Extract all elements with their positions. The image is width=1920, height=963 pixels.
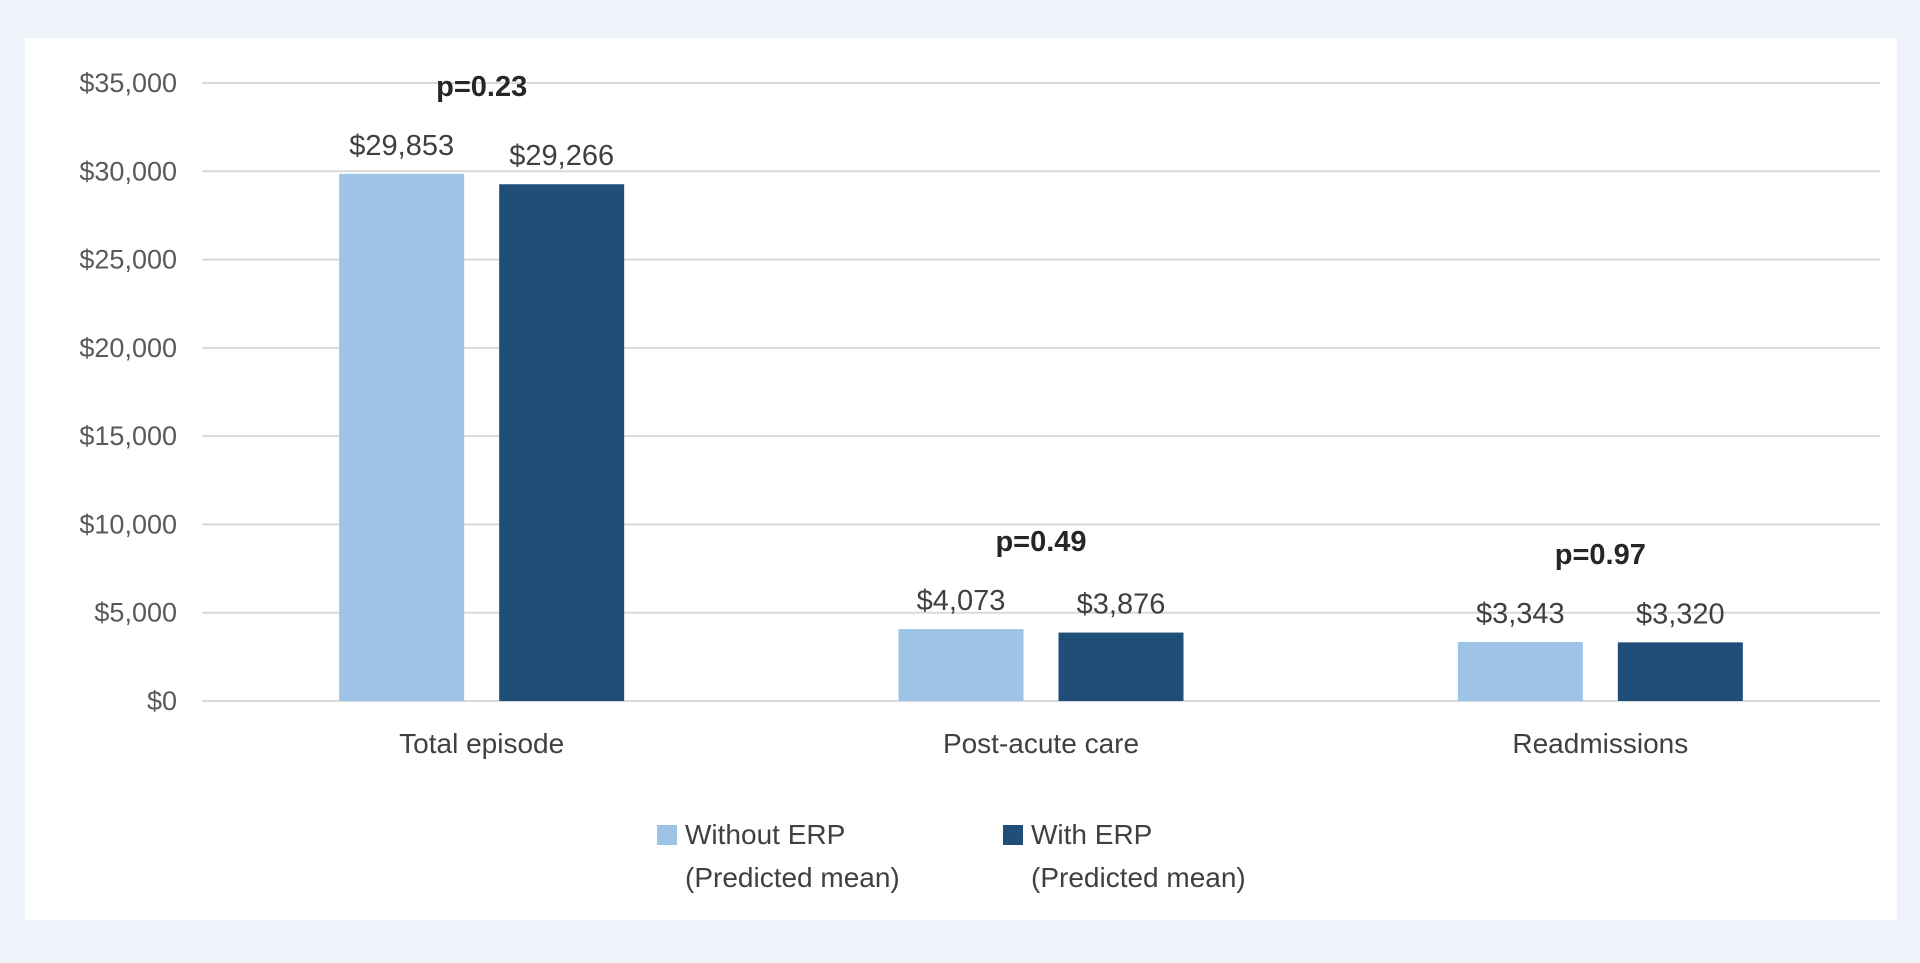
p-value-annotation: p=0.49 bbox=[995, 526, 1086, 558]
legend: Without ERP (Predicted mean) With ERP (Pred… bbox=[657, 819, 1246, 893]
bar-without-erp-0 bbox=[339, 173, 465, 701]
data-label: $29,266 bbox=[509, 140, 614, 172]
legend-swatch bbox=[1003, 825, 1023, 845]
data-label: $3,876 bbox=[1077, 589, 1166, 621]
y-tick-label: $10,000 bbox=[79, 509, 177, 539]
p-value-annotation: p=0.23 bbox=[436, 71, 527, 103]
category-label: Post-acute care bbox=[943, 728, 1139, 759]
data-labels: $29,853 $29,266 $4,073 $3,876 $3,343 $3,320 bbox=[349, 130, 1724, 630]
bar-with-erp-2 bbox=[1617, 642, 1743, 701]
p-value-annotations: p=0.23 p=0.49 p=0.97 bbox=[436, 71, 1646, 571]
y-tick-label: $0 bbox=[147, 686, 177, 716]
y-tick-label: $30,000 bbox=[79, 156, 177, 186]
y-tick-label: $5,000 bbox=[94, 598, 177, 628]
bar-with-erp-0 bbox=[499, 184, 625, 701]
legend-label: (Predicted mean) bbox=[1031, 862, 1246, 893]
category-label: Total episode bbox=[399, 728, 564, 759]
data-label: $3,343 bbox=[1476, 598, 1565, 630]
y-tick-label: $25,000 bbox=[79, 245, 177, 275]
data-label: $3,320 bbox=[1636, 598, 1725, 630]
x-axis-category-labels: Total episode Post-acute care Readmissions bbox=[399, 728, 1688, 759]
legend-label: Without ERP bbox=[685, 819, 845, 850]
y-axis-tick-labels: $0 $5,000 $10,000 $15,000 $20,000 $25,000 $30,… bbox=[79, 68, 177, 716]
bar-chart: $0 $5,000 $10,000 $15,000 $20,000 $25,000 $30,… bbox=[79, 68, 1880, 893]
gridlines bbox=[202, 82, 1880, 702]
y-tick-label: $20,000 bbox=[79, 333, 177, 363]
y-tick-label: $15,000 bbox=[79, 421, 177, 451]
category-label: Readmissions bbox=[1512, 728, 1688, 759]
y-tick-label: $35,000 bbox=[79, 68, 177, 98]
bar-with-erp-1 bbox=[1058, 632, 1184, 701]
data-label: $4,073 bbox=[917, 585, 1006, 617]
bars bbox=[339, 173, 1743, 701]
bar-without-erp-1 bbox=[898, 629, 1024, 701]
bar-without-erp-2 bbox=[1457, 641, 1583, 701]
legend-label: With ERP bbox=[1031, 819, 1152, 850]
legend-label: (Predicted mean) bbox=[685, 862, 900, 893]
p-value-annotation: p=0.97 bbox=[1555, 539, 1646, 571]
chart-panel: $0 $5,000 $10,000 $15,000 $20,000 $25,000 $30,… bbox=[25, 38, 1897, 920]
legend-swatch bbox=[657, 825, 677, 845]
data-label: $29,853 bbox=[349, 130, 454, 162]
